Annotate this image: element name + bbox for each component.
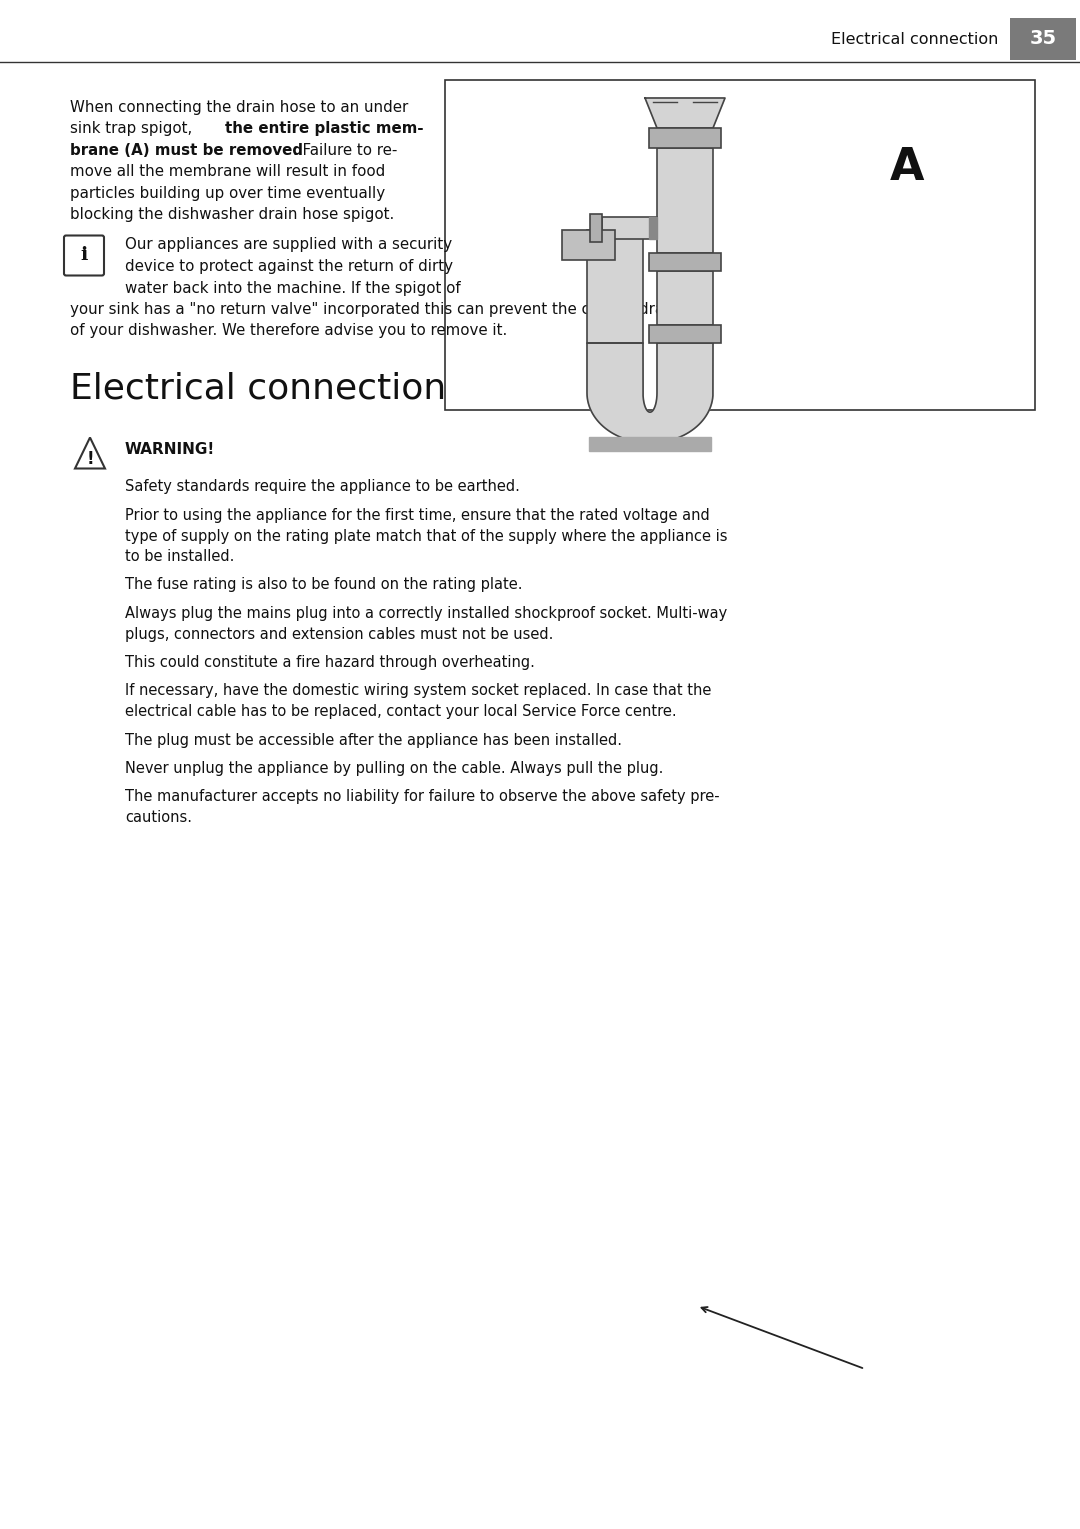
Text: Our appliances are supplied with a security: Our appliances are supplied with a secur…	[125, 237, 453, 252]
Polygon shape	[589, 437, 711, 451]
Text: This could constitute a fire hazard through overheating.: This could constitute a fire hazard thro…	[125, 654, 535, 670]
Text: move all the membrane will result in food: move all the membrane will result in foo…	[70, 165, 386, 179]
Text: water back into the machine. If the spigot of: water back into the machine. If the spig…	[125, 280, 461, 295]
Bar	[602, 217, 657, 239]
Text: cautions.: cautions.	[125, 810, 192, 826]
Text: Safety standards require the appliance to be earthed.: Safety standards require the appliance t…	[125, 480, 519, 494]
Text: . Failure to re-: . Failure to re-	[293, 144, 397, 157]
Text: Electrical connection: Electrical connection	[831, 32, 998, 46]
Polygon shape	[588, 342, 713, 443]
Text: electrical cable has to be replaced, contact your local Service Force centre.: electrical cable has to be replaced, con…	[125, 703, 677, 719]
Bar	[1010, 18, 1076, 60]
Text: sink trap spigot,: sink trap spigot,	[70, 121, 197, 136]
Text: WARNING!: WARNING!	[125, 442, 215, 457]
Bar	[562, 229, 615, 260]
Text: !: !	[86, 450, 94, 468]
Bar	[588, 229, 643, 342]
Text: 35: 35	[1029, 29, 1056, 49]
Text: i: i	[80, 246, 87, 265]
Text: The manufacturer accepts no liability for failure to observe the above safety pr: The manufacturer accepts no liability fo…	[125, 789, 719, 804]
Text: If necessary, have the domestic wiring system socket replaced. In case that the: If necessary, have the domestic wiring s…	[125, 683, 712, 699]
Text: The fuse rating is also to be found on the rating plate.: The fuse rating is also to be found on t…	[125, 578, 523, 593]
Bar	[657, 271, 713, 326]
Text: to be installed.: to be installed.	[125, 549, 234, 564]
Text: Never unplug the appliance by pulling on the cable. Always pull the plug.: Never unplug the appliance by pulling on…	[125, 761, 663, 777]
Bar	[649, 128, 721, 148]
Bar	[649, 252, 721, 271]
FancyBboxPatch shape	[64, 235, 104, 275]
Bar	[445, 80, 1035, 410]
Bar	[657, 148, 713, 252]
Text: plugs, connectors and extension cables must not be used.: plugs, connectors and extension cables m…	[125, 627, 553, 642]
Text: Prior to using the appliance for the first time, ensure that the rated voltage a: Prior to using the appliance for the fir…	[125, 508, 710, 523]
Text: Always plug the mains plug into a correctly installed shockproof socket. Multi-w: Always plug the mains plug into a correc…	[125, 605, 727, 621]
Text: particles building up over time eventually: particles building up over time eventual…	[70, 187, 386, 200]
Text: type of supply on the rating plate match that of the supply where the appliance : type of supply on the rating plate match…	[125, 529, 728, 543]
Polygon shape	[645, 98, 725, 128]
Text: the entire plastic mem-: the entire plastic mem-	[225, 121, 423, 136]
Text: When connecting the drain hose to an under: When connecting the drain hose to an und…	[70, 99, 408, 115]
Text: of your dishwasher. We therefore advise you to remove it.: of your dishwasher. We therefore advise …	[70, 324, 508, 338]
Polygon shape	[649, 217, 657, 239]
Bar	[649, 326, 721, 342]
Text: Electrical connection: Electrical connection	[70, 372, 446, 405]
Text: brane (A) must be removed: brane (A) must be removed	[70, 144, 303, 157]
Text: device to protect against the return of dirty: device to protect against the return of …	[125, 258, 453, 274]
Text: blocking the dishwasher drain hose spigot.: blocking the dishwasher drain hose spigo…	[70, 208, 394, 223]
Text: A: A	[890, 147, 924, 190]
Text: your sink has a "no return valve" incorporated this can prevent the correct drai: your sink has a "no return valve" incorp…	[70, 303, 702, 317]
Bar	[590, 214, 602, 242]
Text: The plug must be accessible after the appliance has been installed.: The plug must be accessible after the ap…	[125, 732, 622, 748]
